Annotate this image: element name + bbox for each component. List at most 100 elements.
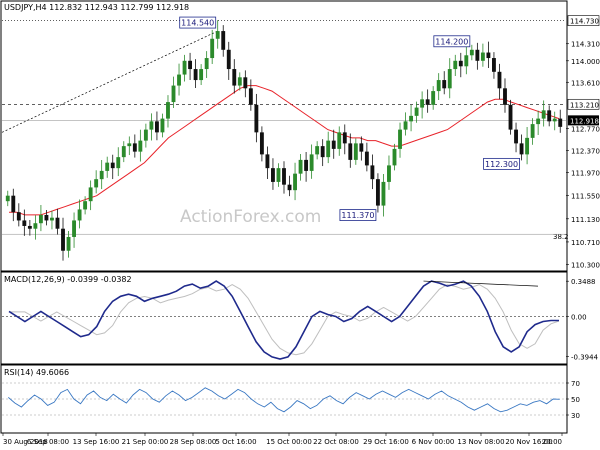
price-callout: 112.300 [483, 157, 520, 170]
time-tick-label: 15 Oct 00:00 [266, 438, 312, 446]
candle-body [348, 143, 353, 160]
candle-body [27, 225, 32, 229]
candle-body [94, 179, 99, 188]
candle-body [22, 220, 27, 226]
candle-body [552, 118, 557, 122]
candle-body [293, 173, 297, 191]
rsi-line [8, 387, 560, 413]
candle-body [342, 132, 347, 144]
time-tick-label: 13 Sep 16:00 [73, 438, 120, 446]
price-tick-label: 110.710 [571, 239, 600, 247]
candle-body [149, 121, 154, 130]
candle-body [353, 143, 358, 160]
price-tick-label: 111.550 [571, 193, 600, 201]
candle-body [243, 77, 248, 89]
price-tick-label: 114.000 [571, 58, 600, 66]
candle-body [447, 69, 452, 89]
candle-body [265, 154, 270, 169]
candle-body [5, 195, 10, 202]
macd-tick-label: -0.3944 [571, 353, 599, 361]
candle-body [536, 118, 541, 125]
candle-body [525, 137, 530, 155]
candle-body [44, 214, 49, 221]
candle-body [486, 52, 491, 59]
candle-body [127, 143, 132, 147]
candle-body [171, 85, 176, 103]
moving-average-layer [9, 85, 560, 216]
price-reference-lines [2, 20, 566, 235]
candle-body [99, 170, 104, 180]
candle-body [514, 129, 518, 144]
candle-body [254, 104, 259, 133]
candle-body [132, 143, 137, 152]
price-tick-label: 112.770 [571, 126, 600, 134]
rsi-tick-label: 30 [571, 412, 580, 420]
candle-body [282, 168, 286, 185]
candle-body [55, 217, 60, 229]
macd-tick-label: 0.00 [571, 313, 587, 321]
candle-body [519, 143, 524, 155]
price-axis: 114.730 114.310 114.000 113.610 113.210 112.9… [566, 15, 600, 269]
candle-body [326, 140, 331, 158]
candle-body [398, 129, 402, 149]
callout-box [483, 157, 520, 170]
rsi-tick-label: 50 [571, 396, 580, 404]
candle-body [331, 140, 336, 149]
candle-body [138, 140, 143, 152]
price-tick-label: 111.970 [571, 170, 600, 178]
time-tick-label: 13 Nov 08:00 [457, 438, 504, 446]
price-tick-label: 111.130 [571, 216, 600, 224]
candle-body [116, 157, 121, 169]
time-tick-label: 6 Sep 08:00 [27, 438, 69, 446]
candle-body [453, 60, 458, 70]
candle-body [530, 124, 535, 138]
candle-body [121, 146, 126, 158]
candle-body [436, 80, 441, 92]
candle-body [16, 212, 21, 221]
candle-body [232, 69, 237, 86]
callout-label: 111.370 [341, 211, 374, 220]
candle-body [375, 179, 380, 206]
time-tick-label: 5 Oct 16:00 [215, 438, 256, 446]
callout-box [179, 16, 217, 29]
price-tick-label: 113.610 [571, 79, 600, 87]
candle-body [204, 58, 209, 70]
callout-label: 112.300 [485, 160, 518, 169]
time-tick-label: 22 Oct 08:00 [313, 438, 359, 446]
candle-body [503, 88, 507, 105]
level-label: 114.730 [570, 18, 599, 26]
candle-body [50, 217, 54, 221]
candle-body [61, 228, 65, 251]
time-tick-label: 20:00 [542, 438, 562, 446]
candle-body [475, 49, 480, 61]
price-pane-frame [0, 0, 568, 272]
candle-body [431, 91, 436, 105]
price-tick-label: 110.300 [571, 261, 600, 269]
macd-title: MACD(12,26,9) -0.0399 -0.0382 [4, 275, 132, 284]
time-tick-label: 20 Nov 16:00 [505, 438, 552, 446]
candle-body [458, 60, 463, 67]
fib-label: 38.2 [553, 233, 569, 241]
callout-box [339, 209, 377, 221]
candle-body [359, 143, 364, 152]
level-label: 113.210 [570, 101, 599, 109]
rsi-layer: 70 50 30 [2, 380, 580, 420]
candle-body [188, 60, 193, 70]
candle-body [154, 121, 159, 133]
candle-body [320, 146, 325, 158]
price-callout: 111.370 [339, 209, 377, 221]
candle-body [442, 80, 447, 89]
candle-body [110, 162, 115, 169]
candle-body [304, 159, 309, 171]
candle-body [177, 74, 181, 86]
level-marker [567, 15, 600, 26]
candle-body [464, 55, 469, 67]
candle-body [309, 154, 314, 171]
candle-body [221, 31, 226, 50]
price-callout: 114.200 [433, 35, 471, 48]
candle-body [387, 165, 391, 182]
candle-body [414, 107, 419, 116]
candle-body [420, 99, 425, 108]
